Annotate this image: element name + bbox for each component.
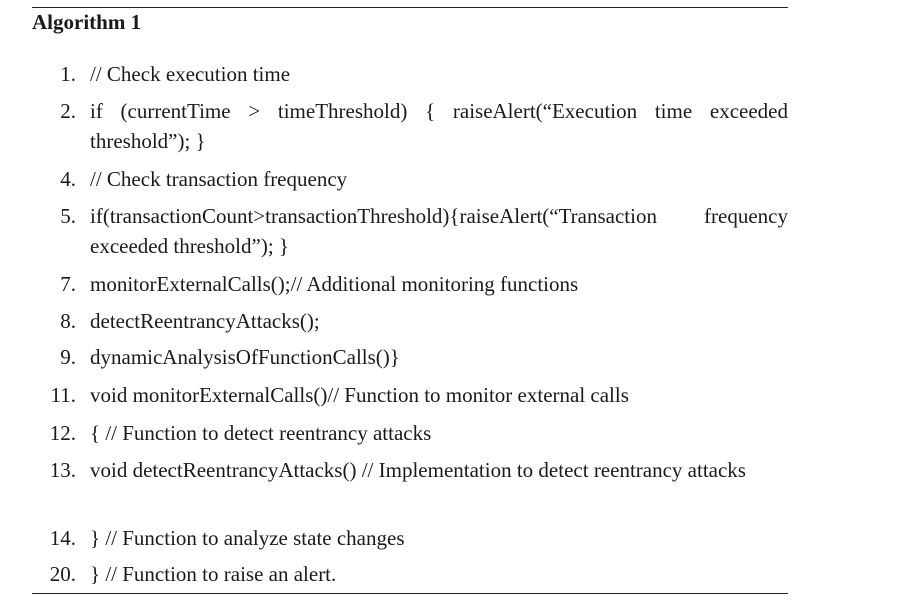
line-text: { // Function to detect reentrancy attac… <box>90 421 432 445</box>
line-text: } // Function to raise an alert. <box>90 562 337 586</box>
line-number: 11. <box>50 383 76 407</box>
line-text: if (currentTime > timeThreshold) { raise… <box>90 99 788 153</box>
line-number: 4. <box>60 167 76 191</box>
algorithm-title: Algorithm 1 <box>32 10 142 34</box>
line-number: 8. <box>60 309 76 333</box>
line-number: 9. <box>60 345 76 369</box>
line-text: // Check transaction frequency <box>90 167 348 191</box>
algorithm-box: Algorithm 1 1. // Check execution time 2… <box>32 0 788 601</box>
line-number: 5. <box>60 204 76 228</box>
line-text: if(transactionCount>transactionThreshold… <box>90 204 788 258</box>
line-number: 20. <box>49 562 76 586</box>
line-text: void monitorExternalCalls()// Function t… <box>90 383 629 407</box>
line-text: monitorExternalCalls();// Additional mon… <box>90 272 579 296</box>
line-text: detectReentrancyAttacks(); <box>90 309 320 333</box>
bottom-rule <box>32 593 788 594</box>
line-number: 12. <box>49 421 76 445</box>
line-text: } // Function to analyze state changes <box>90 526 405 550</box>
line-number: 13. <box>49 458 76 482</box>
line-text: void detectReentrancyAttacks() // Implem… <box>90 458 746 482</box>
top-rule <box>32 7 788 8</box>
line-text: dynamicAnalysisOfFunctionCalls()} <box>90 345 400 369</box>
line-number: 7. <box>60 272 76 296</box>
line-number: 1. <box>60 62 76 86</box>
line-text: // Check execution time <box>90 62 291 86</box>
line-number: 14. <box>49 526 76 550</box>
line-number: 2. <box>60 99 76 123</box>
